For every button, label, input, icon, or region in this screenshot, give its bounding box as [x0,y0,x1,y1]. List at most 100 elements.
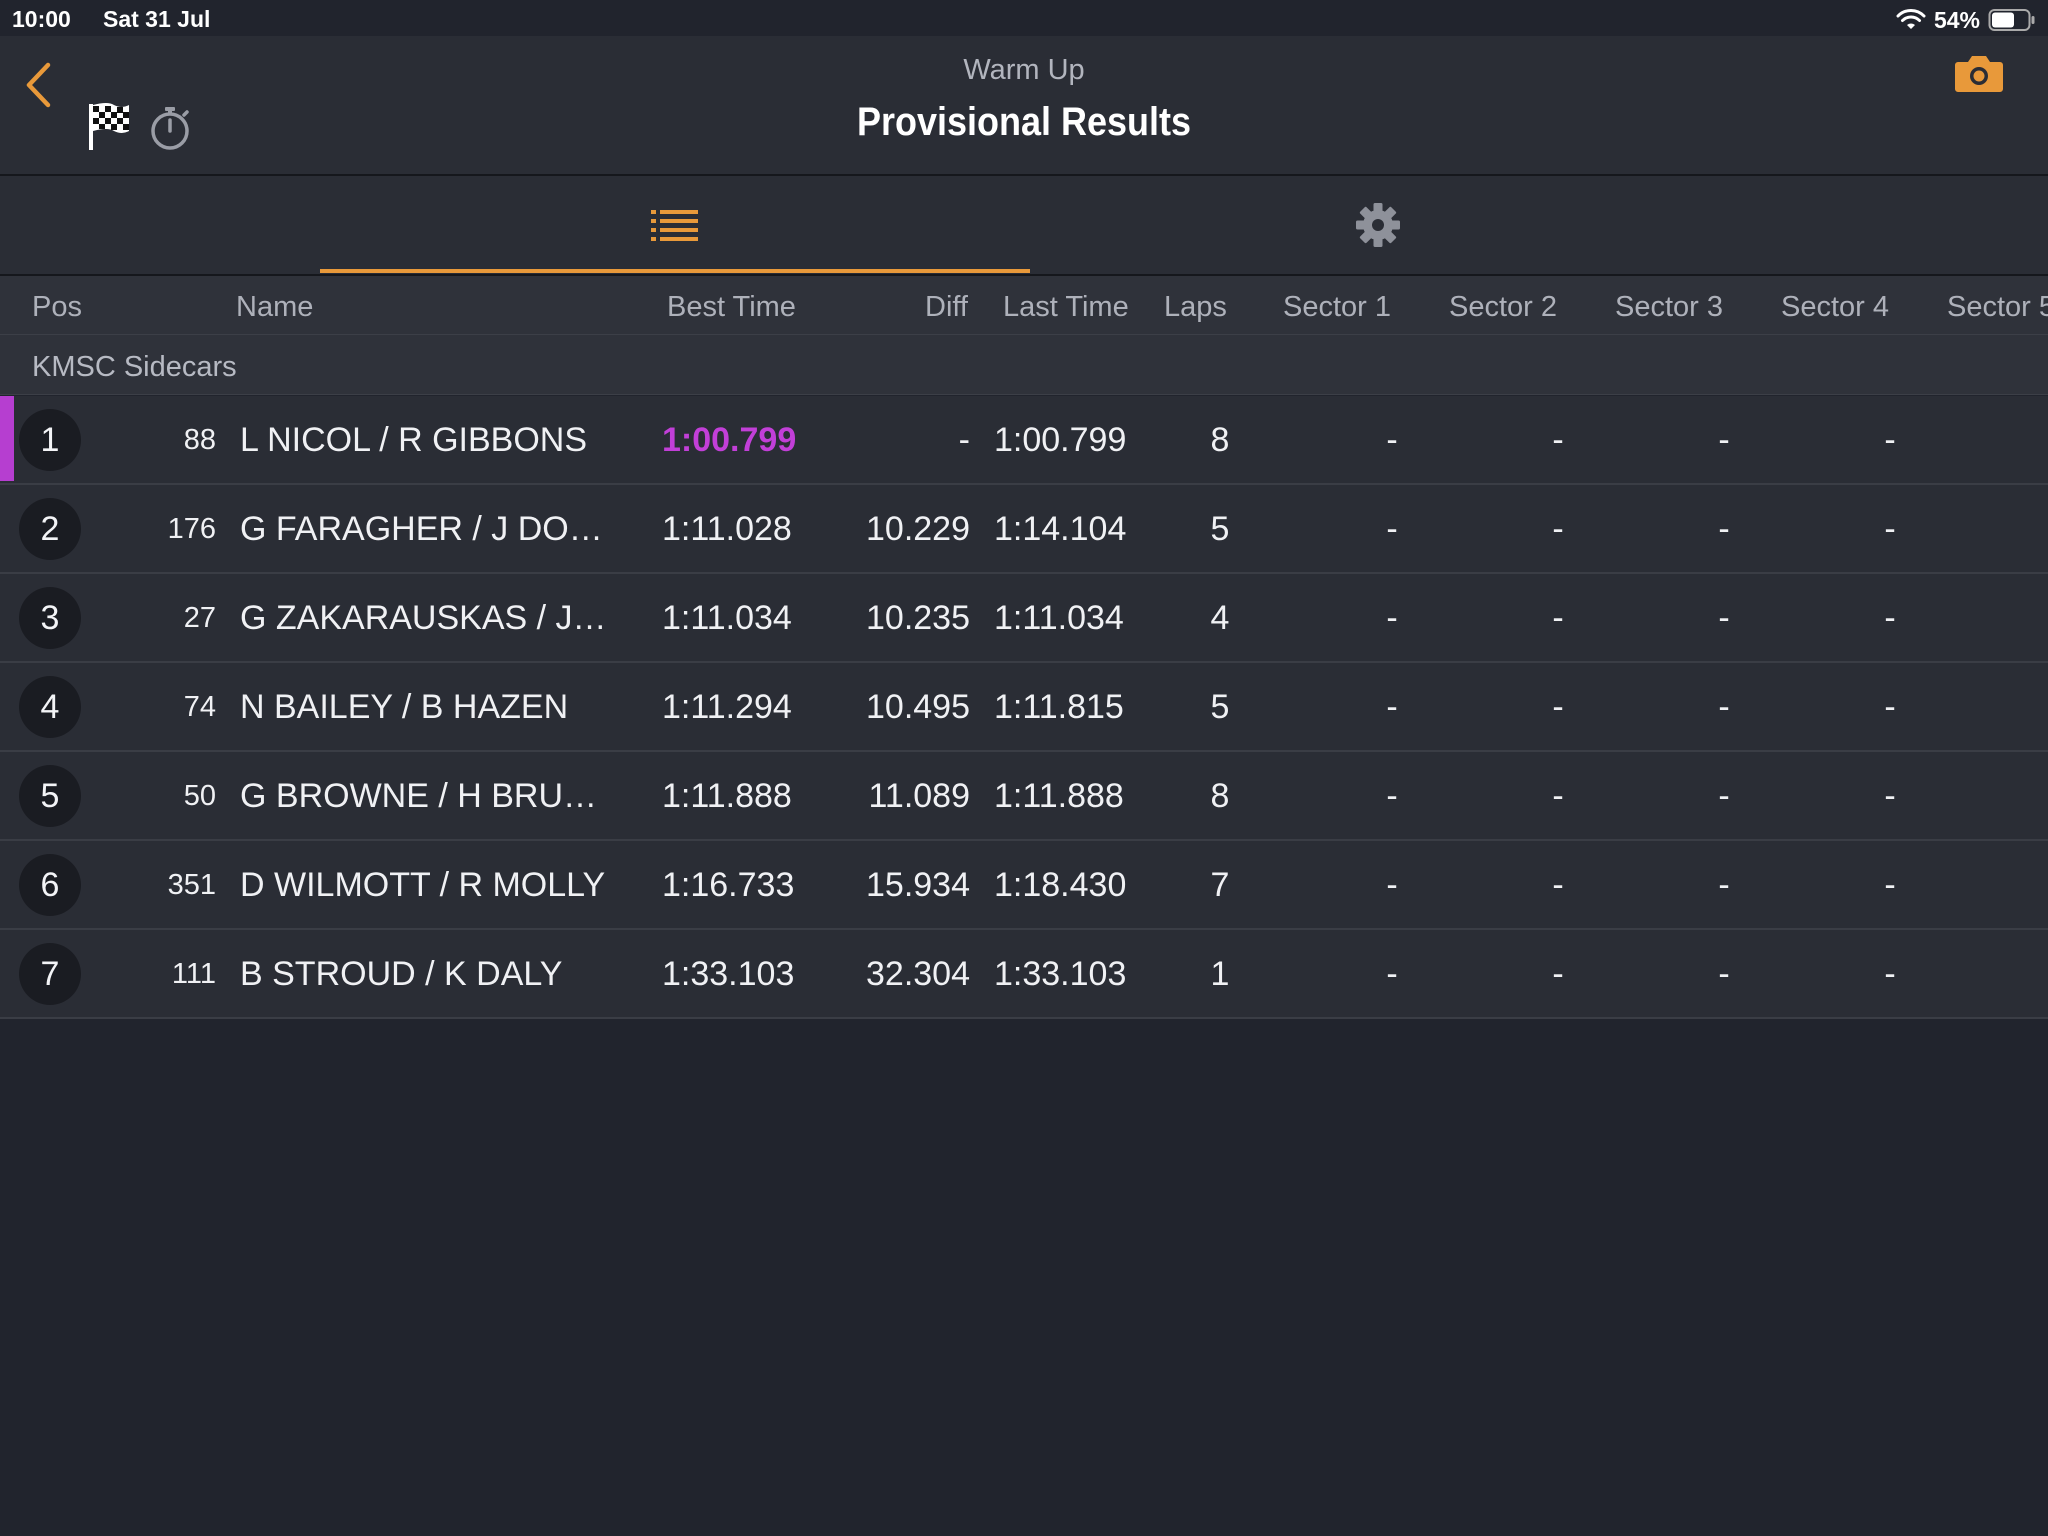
competitor-number: 27 [183,602,216,634]
sector-4: - [1884,599,1896,637]
table-row[interactable]: 3 27 G ZAKARAUSKAS / J… 1:11.034 10.235 … [0,574,2048,663]
tab-settings[interactable] [1030,176,1725,274]
col-last-time[interactable]: Last Time [1003,291,1129,323]
status-indicators: 54% [1896,4,2036,36]
best-time: 1:16.733 [662,866,795,904]
col-pos[interactable]: Pos [32,291,82,323]
col-sector-5[interactable]: Sector 5 [1947,291,2048,323]
table-row[interactable]: 2 176 G FARAGHER / J DO… 1:11.028 10.229… [0,485,2048,574]
sector-3: - [1718,421,1730,459]
battery-icon [1988,9,2035,31]
sector-3: - [1718,777,1730,815]
sector-2: - [1552,688,1564,726]
col-sector-1[interactable]: Sector 1 [1283,291,1391,323]
diff: - [958,421,970,459]
sector-4: - [1884,955,1896,993]
diff: 32.304 [866,955,970,993]
page-title: Provisional Results [856,100,1192,144]
col-best-time[interactable]: Best Time [667,291,796,323]
sector-3: - [1718,688,1730,726]
column-header-row: Pos Name Best Time Diff Last Time Laps S… [0,276,2048,335]
checkered-flag-icon[interactable] [86,100,132,152]
diff: 10.229 [866,510,970,548]
best-time: 1:33.103 [662,955,795,993]
sector-1: - [1386,421,1398,459]
last-time: 1:00.799 [994,421,1127,459]
laps: 1 [1210,955,1230,993]
col-sector-2[interactable]: Sector 2 [1449,291,1557,323]
sector-4: - [1884,777,1896,815]
competitor-name: G FARAGHER / J DO… [240,510,603,548]
sector-2: - [1552,421,1564,459]
gear-icon [1355,203,1400,247]
position-badge: 7 [19,943,81,1005]
competitor-number: 50 [183,780,216,812]
sector-1: - [1386,777,1398,815]
sector-2: - [1552,510,1564,548]
sector-2: - [1552,866,1564,904]
diff: 10.235 [866,599,970,637]
laps: 5 [1210,510,1230,548]
status-time: 10:00 [12,6,71,32]
last-time: 1:11.815 [994,688,1124,726]
diff: 10.495 [866,688,970,726]
laps: 5 [1210,688,1230,726]
competitor-number: 74 [183,691,216,723]
camera-button[interactable] [1954,52,2004,94]
competitor-name: L NICOL / R GIBBONS [240,421,588,459]
class-name: KMSC Sidecars [32,351,237,383]
diff: 15.934 [866,866,970,904]
sector-1: - [1386,599,1398,637]
camera-icon [1955,56,2003,92]
position-badge: 3 [19,587,81,649]
tab-bar [0,176,2048,276]
leader-indicator [0,396,14,483]
laps: 7 [1210,866,1230,904]
last-time: 1:14.104 [994,510,1127,548]
position-badge: 2 [19,498,81,560]
sector-1: - [1386,866,1398,904]
laps: 4 [1210,599,1230,637]
best-time: 1:11.034 [662,599,792,637]
table-row[interactable]: 6 351 D WILMOTT / R MOLLY 1:16.733 15.93… [0,841,2048,930]
competitor-name: G BROWNE / H BRU… [240,777,598,815]
table-row[interactable]: 7 111 B STROUD / K DALY 1:33.103 32.304 … [0,930,2048,1019]
col-name[interactable]: Name [236,291,314,323]
competitor-number: 88 [183,424,216,456]
sector-3: - [1718,599,1730,637]
last-time: 1:11.034 [994,599,1124,637]
table-row[interactable]: 5 50 G BROWNE / H BRU… 1:11.888 11.089 1… [0,752,2048,841]
sector-2: - [1552,777,1564,815]
col-sector-3[interactable]: Sector 3 [1615,291,1723,323]
chevron-left-icon [26,62,51,108]
battery-percent: 54% [1933,6,1980,33]
competitor-number: 351 [167,869,216,901]
col-diff[interactable]: Diff [925,291,968,323]
class-group-header: KMSC Sidecars [0,335,2048,395]
col-sector-4[interactable]: Sector 4 [1781,291,1889,323]
competitor-name: G ZAKARAUSKAS / J… [240,599,607,637]
sector-3: - [1718,866,1730,904]
sector-4: - [1884,421,1896,459]
list-icon [651,210,698,241]
stopwatch-icon[interactable] [148,104,192,152]
last-time: 1:11.888 [994,777,1124,815]
competitor-name: B STROUD / K DALY [240,955,563,993]
col-laps[interactable]: Laps [1164,291,1227,323]
status-date: Sat 31 Jul [103,6,211,32]
competitor-number: 111 [171,958,216,990]
back-button[interactable] [18,60,58,110]
active-tab-indicator [320,269,1030,273]
diff: 11.089 [868,777,970,815]
best-time: 1:00.799 [662,421,797,459]
table-row[interactable]: 4 74 N BAILEY / B HAZEN 1:11.294 10.495 … [0,663,2048,752]
position-badge: 4 [19,676,81,738]
table-row[interactable]: 1 88 L NICOL / R GIBBONS 1:00.799 - 1:00… [0,396,2048,485]
sector-4: - [1884,688,1896,726]
sector-3: - [1718,955,1730,993]
session-subtitle: Warm Up [963,54,1085,86]
tab-results-list[interactable] [320,176,1030,274]
laps: 8 [1210,421,1230,459]
position-badge: 1 [19,409,81,471]
position-badge: 6 [19,854,81,916]
